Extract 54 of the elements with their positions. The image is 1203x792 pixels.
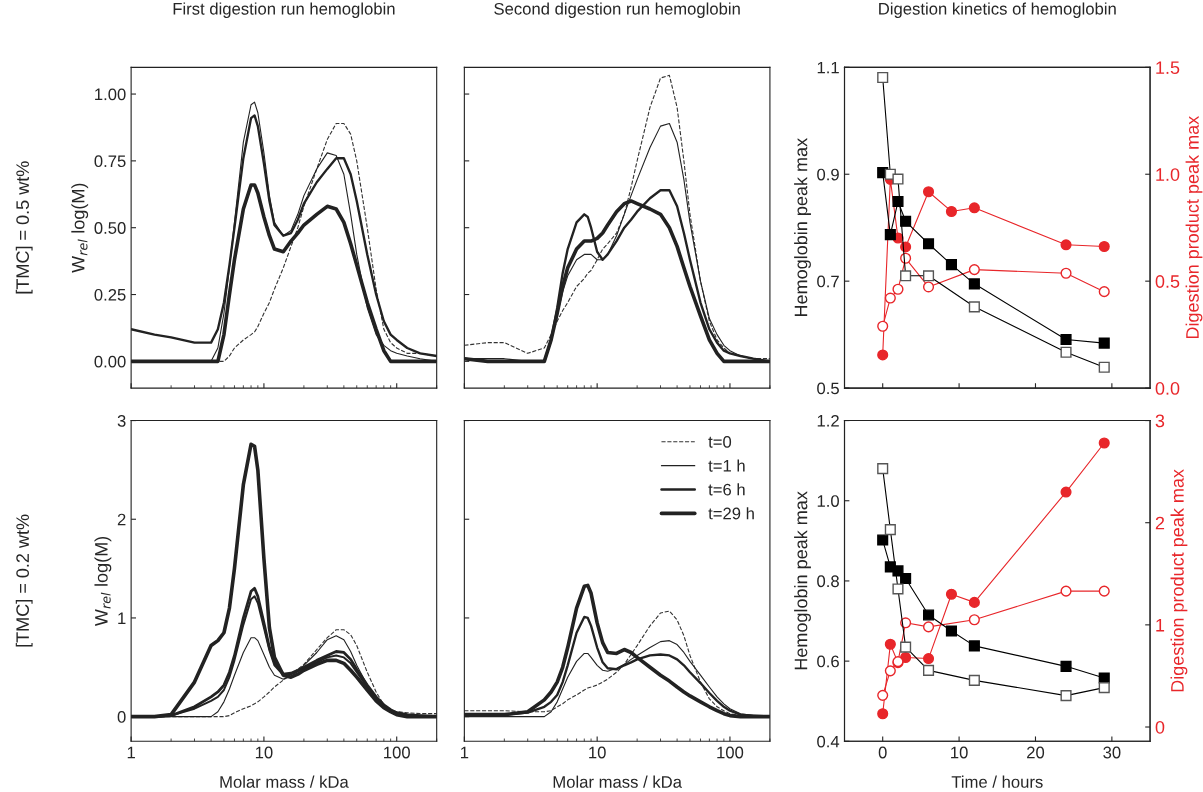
text: [TMC] = 0.2 wt% (15, 514, 33, 647)
y-tick-label: 0.5 (817, 382, 839, 395)
y-axis-title: W$_{rel}$ log(M) (94, 536, 112, 627)
y-tick-label: 0.7 (817, 275, 839, 288)
y-tick-label: 1.1 (817, 61, 839, 74)
y-tick-label: 0.6 (817, 655, 839, 668)
x-tick-label: 0 (878, 746, 887, 759)
legend-label: t=0 (708, 435, 732, 448)
y2-tick-label: 3 (1155, 414, 1165, 428)
x-tick-label: 100 (717, 746, 744, 759)
y-tick-label: 0 (117, 711, 126, 723)
y-tick-label: 3 (117, 414, 126, 427)
y-tick-label: 1 (118, 612, 126, 624)
y-tick-label: 0.25 (94, 288, 126, 301)
x-axis-title: Time / hours (951, 775, 1043, 788)
y-tick-label: 0.50 (94, 222, 126, 234)
x-axis-title: Molar mass / kDa (553, 775, 682, 788)
y2-tick-label: 2 (1155, 516, 1165, 530)
chart-title: Second digestion run hemoglobin (494, 2, 740, 18)
y-tick-label: 1.2 (817, 414, 839, 427)
legend-label: t=6 h (708, 483, 745, 496)
y-axis-title: W$_{rel}$ log(M) (71, 183, 89, 273)
y-axis-title: Hemoglobin peak max (794, 138, 811, 317)
chart-title: Digestion kinetics of hemoglobin (879, 2, 1116, 18)
y2-tick-label: 0.0 (1155, 382, 1180, 395)
y-tick-label: 2 (117, 513, 126, 526)
y-tick-label: 0.8 (817, 575, 839, 588)
x-tick-label: 10 (255, 746, 273, 759)
y-tick-label: 0.00 (94, 355, 126, 368)
y2-tick-label: 0.5 (1155, 275, 1180, 288)
x-tick-label: 10 (589, 746, 606, 759)
y-tick-label: 0.9 (817, 168, 839, 181)
y-tick-label: 0.75 (94, 155, 126, 168)
y2-tick-label: 1.5 (1156, 61, 1180, 75)
y2-axis-title: Digestion product peak max (1170, 469, 1188, 692)
y2-tick-label: 1.0 (1156, 168, 1180, 181)
legend-label: t=29 h (708, 507, 754, 520)
text: [TMC] = 0.5 wt% (15, 161, 33, 294)
x-tick-label: 1 (127, 746, 135, 759)
y2-axis-title: Digestion product peak max (1185, 115, 1203, 339)
y-axis-title: Hemoglobin peak max (794, 491, 811, 670)
x-tick-label: 1 (460, 746, 469, 759)
y-tick-label: 0.4 (817, 735, 840, 748)
y-tick-label: 1.0 (817, 495, 839, 507)
y2-tick-label: 1 (1156, 618, 1165, 632)
y2-tick-label: 0 (1155, 720, 1165, 734)
x-tick-label: 10 (951, 746, 968, 759)
x-tick-label: 100 (384, 746, 410, 759)
x-axis-title: Molar mass / kDa (220, 775, 349, 788)
x-tick-label: 20 (1027, 746, 1045, 759)
chart-title: First digestion run hemoglobin (173, 2, 395, 18)
legend-label: t=1 h (708, 459, 745, 472)
y-tick-label: 1.00 (95, 88, 126, 101)
x-tick-label: 30 (1103, 746, 1121, 759)
